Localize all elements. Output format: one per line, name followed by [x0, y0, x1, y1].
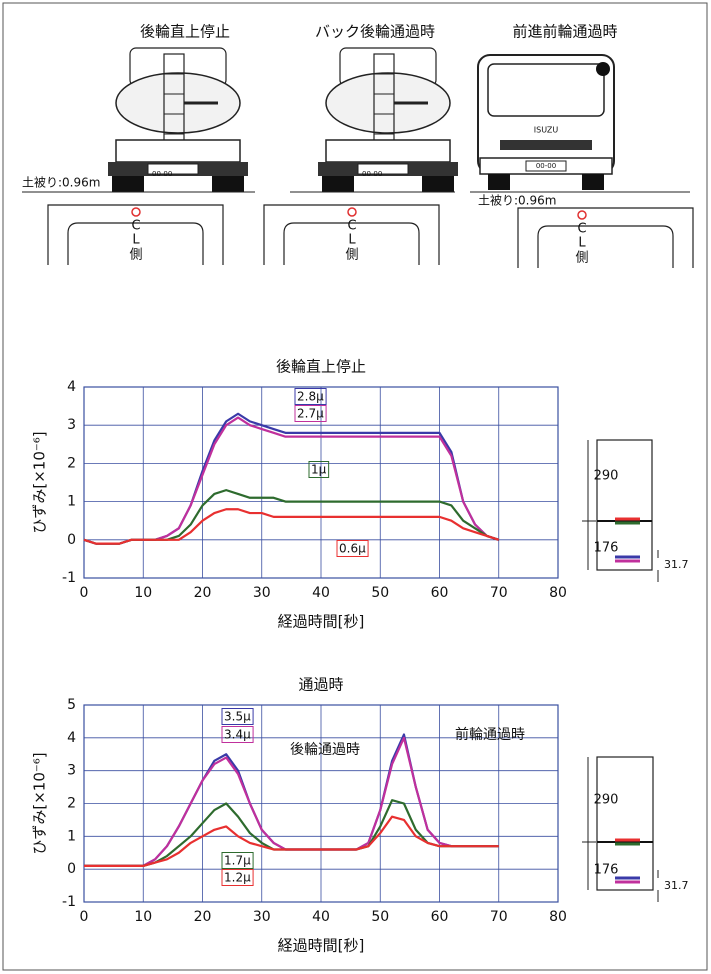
panel: 前進前輪通過時 ISUZU 00-00 土被り:0.96m C L 側 [470, 23, 693, 269]
y-axis-label: ひずみ[×10⁻⁶] [31, 431, 49, 533]
panel-title: バック後輪通過時 [315, 23, 435, 41]
section: 290 176 31.7 [582, 757, 689, 902]
y-tick-label: 5 [67, 697, 76, 713]
culvert [518, 208, 693, 268]
y-tick-label: 3 [67, 763, 76, 779]
dimension: 31.7 [664, 879, 689, 892]
x-tick-label: 50 [371, 909, 389, 925]
truck-rear [318, 48, 458, 192]
annotation: 3.5μ [224, 710, 251, 724]
plate: 00-00 [536, 162, 556, 170]
annotation: 2.7μ [297, 407, 324, 421]
x-tick-label: 10 [134, 585, 152, 601]
y-tick-label: -1 [62, 570, 76, 586]
annotation: 後輪通過時 [290, 741, 360, 758]
x-tick-label: 70 [490, 585, 508, 601]
x-tick-label: 20 [194, 585, 212, 601]
y-tick-label: 0 [67, 532, 76, 548]
y-tick-label: 4 [67, 730, 76, 746]
x-tick-label: 0 [80, 909, 89, 925]
y-tick-label: 0 [67, 861, 76, 877]
cl-label: 側 [129, 248, 142, 263]
gauge [578, 211, 586, 219]
chart-title: 通過時 [298, 676, 343, 694]
y-tick-label: 3 [67, 417, 76, 433]
chart-title: 後輪直上停止 [276, 358, 366, 376]
cl-label: C [131, 219, 140, 234]
dimension: 176 [594, 541, 619, 556]
y-tick-label: 4 [67, 379, 76, 395]
annotation: 2.8μ [297, 390, 324, 404]
x-axis-label: 経過時間[秒] [278, 937, 365, 955]
gauge [348, 208, 356, 216]
annotation: 1.2μ [224, 871, 251, 885]
x-tick-label: 40 [312, 909, 330, 925]
plate: 00-00 [362, 170, 382, 178]
cl-label: 側 [575, 251, 588, 266]
panel: 後輪直上停止 00-00 土被り:0.96m C L 側 [22, 23, 255, 266]
dimension: 176 [594, 863, 619, 878]
x-tick-label: 60 [431, 585, 449, 601]
cl-label: C [577, 222, 586, 237]
series-line [84, 800, 499, 866]
y-axis-label: ひずみ[×10⁻⁶] [31, 752, 49, 854]
x-axis-label: 経過時間[秒] [278, 613, 365, 631]
x-tick-label: 80 [549, 909, 567, 925]
y-tick-label: -1 [62, 894, 76, 910]
y-tick-label: 1 [67, 828, 76, 844]
y-tick-label: 2 [67, 796, 76, 812]
cover-depth: 土被り:0.96m [478, 194, 556, 208]
x-tick-label: 70 [490, 909, 508, 925]
x-tick-label: 0 [80, 585, 89, 601]
plate: 00-00 [152, 170, 172, 178]
annotation: 1μ [311, 463, 327, 477]
x-tick-label: 30 [253, 585, 271, 601]
cover-depth: 土被り:0.96m [22, 176, 100, 190]
series-line [84, 418, 499, 544]
series-line [84, 414, 499, 544]
annotation: 0.6μ [339, 542, 366, 556]
cl-label: C [347, 219, 356, 234]
x-tick-label: 10 [134, 909, 152, 925]
cl-label: L [578, 236, 586, 251]
cl-label: L [348, 233, 356, 248]
series-line [84, 509, 499, 543]
truck-rear [108, 48, 248, 192]
y-tick-label: 2 [67, 455, 76, 471]
page: 後輪直上停止 00-00 土被り:0.96m C L 側 バック後輪通過時 00… [0, 0, 711, 974]
cl-label: 側 [345, 248, 358, 263]
panel-title: 前進前輪通過時 [512, 23, 617, 41]
dimension: 31.7 [664, 558, 689, 571]
cl-label: L [132, 233, 140, 248]
dimension: 290 [594, 469, 619, 484]
annotation: 前輪通過時 [455, 726, 525, 743]
y-tick-label: 1 [67, 494, 76, 510]
panel: バック後輪通過時 00-00 C L 側 [264, 23, 458, 266]
x-tick-label: 20 [194, 909, 212, 925]
x-tick-label: 40 [312, 585, 330, 601]
brand: ISUZU [534, 126, 559, 135]
x-tick-label: 60 [431, 909, 449, 925]
dimension: 290 [594, 793, 619, 808]
gauge [132, 208, 140, 216]
annotation: 1.7μ [224, 854, 251, 868]
panel-title: 後輪直上停止 [140, 23, 230, 41]
x-tick-label: 50 [371, 585, 389, 601]
section: 290 176 31.7 [582, 440, 689, 582]
x-tick-label: 80 [549, 585, 567, 601]
x-tick-label: 30 [253, 909, 271, 925]
annotation: 3.4μ [224, 728, 251, 742]
